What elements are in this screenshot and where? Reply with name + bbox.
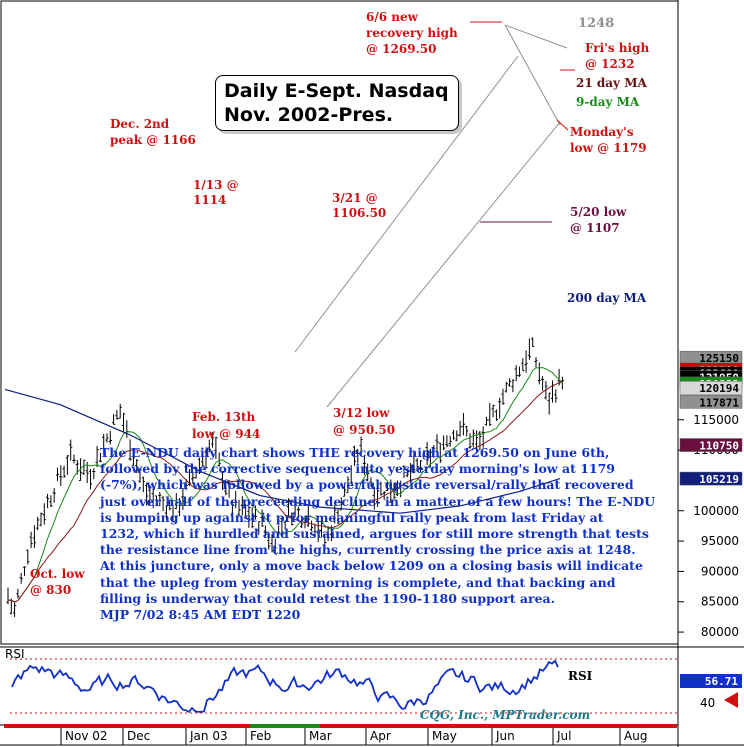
level-1248-label: 1248 xyxy=(578,16,614,31)
date-bar-green xyxy=(250,724,320,728)
ma200-label: 200 day MA xyxy=(567,291,647,305)
fri-high-label-1: Fri's high xyxy=(585,41,649,55)
jun6-label-1: 6/6 new xyxy=(366,10,419,24)
date-bar-red xyxy=(4,724,677,728)
moving-averages xyxy=(4,367,563,603)
jun6-label-3: @ 1269.50 xyxy=(366,42,436,56)
y-tick-label-0: 115000 xyxy=(693,413,739,427)
ma21-label: 21 day MA xyxy=(576,76,647,90)
decline-line xyxy=(504,24,561,126)
rsi-line xyxy=(11,659,559,714)
may20-label-1: 5/20 low xyxy=(570,205,627,219)
rsi-line-label: RSI xyxy=(568,669,593,683)
rsi-value-badge xyxy=(680,674,742,688)
jun6-label-2: recovery high xyxy=(366,26,458,40)
rsi-level-label: 40 xyxy=(700,696,715,710)
oct-low-label-1: Oct. low xyxy=(30,567,85,581)
x-tick-label-3: Feb xyxy=(250,729,271,743)
rsi-series-line xyxy=(11,659,559,714)
price-bars xyxy=(6,337,564,617)
price-badges: 1251501232001226001219501209331201941178… xyxy=(679,350,743,486)
x-tick-label-4: Mar xyxy=(309,729,332,743)
mar12-label-1: 3/12 low xyxy=(333,406,390,420)
mar21-label-1: 3/21 @ xyxy=(332,191,378,205)
y-tick-label-3: 95000 xyxy=(701,534,739,548)
rsi-value-text: 56.71 xyxy=(705,675,738,688)
credit-text: CQG, Inc., MPTrader.com xyxy=(420,708,591,722)
lower-channel-line xyxy=(326,121,561,408)
x-tick-label-8: Jul xyxy=(556,729,571,743)
scroll-arrow-icon[interactable] xyxy=(724,692,738,708)
y-tick-label-4: 90000 xyxy=(701,564,739,578)
y-tick-label-2: 100000 xyxy=(693,504,739,518)
x-axis-ticks: Nov 02 Dec Jan 03 Feb Mar Apr May Jun Jul Aug xyxy=(60,728,647,745)
mar12-label-2: @ 950.50 xyxy=(333,423,395,437)
ma9-label: 9-day MA xyxy=(576,95,640,109)
x-tick-label-5: Apr xyxy=(370,729,391,743)
resistance-line xyxy=(504,24,568,49)
x-tick-label-2: Jan 03 xyxy=(189,729,228,743)
mar21-label-2: 1106.50 xyxy=(332,206,386,220)
jan13-label-1: 1/13 @ xyxy=(193,178,239,192)
price-badge-text-8: 105219 xyxy=(699,473,739,486)
jan13-label-2: 1114 xyxy=(193,193,226,207)
monday-low-label-2: low @ 1179 xyxy=(570,141,647,155)
oct-low-label-2: @ 830 xyxy=(30,583,71,597)
feb13-label-1: Feb. 13th xyxy=(192,410,255,424)
chart-title: Daily E-Sept. Nasdaq xyxy=(224,80,449,102)
price-badge-text-5: 120194 xyxy=(699,382,739,395)
dec-peak-label-1: Dec. 2nd xyxy=(110,117,170,131)
price-badge-8 xyxy=(679,471,743,486)
ma-200-day-line xyxy=(4,388,561,514)
chart-subtitle: Nov. 2002-Pres. xyxy=(224,104,394,126)
price-badge-text-0: 125150 xyxy=(699,352,739,365)
x-tick-label-7: Jun xyxy=(495,729,515,743)
monday-low-label-1: Monday's xyxy=(570,125,634,139)
x-tick-label-0: Nov 02 xyxy=(65,729,108,743)
price-badge-text-7: 110750 xyxy=(699,440,739,453)
y-tick-label-6: 80000 xyxy=(701,625,739,639)
monday-pointer xyxy=(556,119,569,131)
price-badge-6 xyxy=(679,395,743,409)
y-axis-ticks: 11500011000010000095000900008500080000 xyxy=(678,413,739,639)
ma-9-day-line xyxy=(7,367,563,603)
price-badge-5 xyxy=(679,380,743,395)
feb13-label-2: low @ 944 xyxy=(192,427,260,441)
upper-channel-line xyxy=(294,55,519,353)
x-tick-label-9: Aug xyxy=(624,729,647,743)
y-tick-label-5: 85000 xyxy=(701,595,739,609)
fri-high-label-2: @ 1232 xyxy=(585,57,635,71)
commentary-text: The E-NDU daily chart shows THE recovery… xyxy=(100,445,656,623)
ma-21-day-line xyxy=(7,380,563,603)
x-tick-label-6: May xyxy=(432,729,457,743)
price-badge-text-6: 117871 xyxy=(699,396,739,409)
dec-peak-label-2: peak @ 1166 xyxy=(110,133,196,147)
price-badge-7 xyxy=(679,438,743,452)
may20-label-2: @ 1107 xyxy=(570,221,620,235)
chart-title-box: Daily E-Sept. Nasdaq Nov. 2002-Pres. xyxy=(215,75,459,131)
x-tick-label-1: Dec xyxy=(127,729,150,743)
rsi-panel-label: RSI xyxy=(5,647,25,661)
